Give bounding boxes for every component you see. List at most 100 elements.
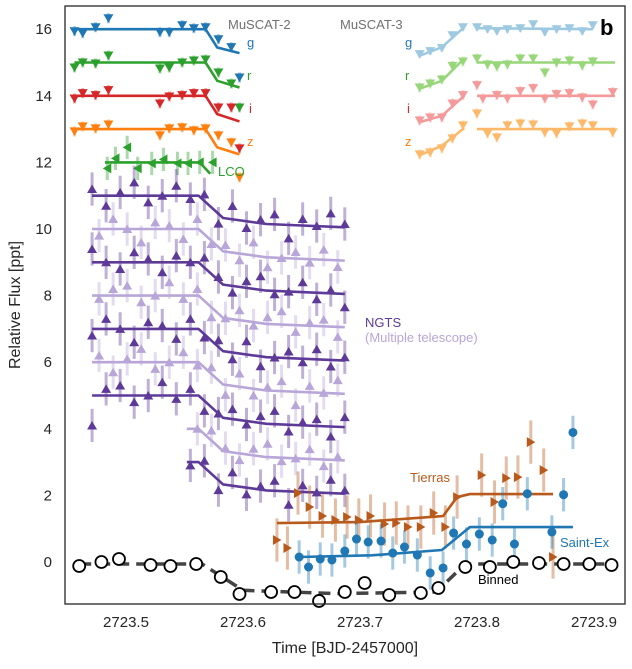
y-tick-label: 2 [44,487,52,504]
data-point [129,397,140,407]
data-point [293,488,303,499]
series-muscat2-g [69,13,245,83]
data-point [297,277,308,287]
data-point [115,381,126,390]
data-point [199,456,210,465]
data-point [556,557,571,571]
y-tick-label: 8 [44,288,52,305]
data-point [143,391,154,400]
data-point [276,306,287,316]
data-point [122,224,133,233]
series-muscat2-i [69,85,245,154]
data-point [101,314,112,323]
data-point [264,585,278,599]
data-point [200,124,211,133]
data-point [154,131,165,140]
data-point [438,563,448,573]
data-point [234,369,245,378]
data-point [154,64,165,73]
data-point [509,539,519,549]
data-point [178,234,189,243]
annotation-m3-r: r [405,68,410,83]
data-point [200,23,211,32]
data-point [220,313,231,323]
data-point [547,527,557,537]
data-point [103,120,114,129]
data-point [458,560,473,574]
data-point [382,588,397,602]
data-point [339,219,350,229]
data-point [192,361,203,370]
data-point [327,555,337,565]
data-point [69,27,80,36]
data-point [87,420,98,430]
data-point [157,191,168,200]
x-axis-label: Time [BJD-2457000] [272,640,418,657]
x-tick-label: 2723.9 [571,614,617,631]
annotation-lco: LCO [218,164,245,179]
data-point [515,87,526,96]
data-point [69,63,80,72]
data-point [262,382,273,392]
data-point [213,272,224,281]
model-curve [92,260,345,296]
data-point [337,585,352,599]
data-point [87,184,98,194]
data-point [366,511,376,522]
data-point [226,43,237,52]
x-tick-label: 2723.7 [337,614,383,631]
data-point [115,187,126,197]
model-curve [92,360,345,396]
data-point [157,267,168,277]
data-point [103,86,114,95]
data-point [526,437,536,448]
data-point [232,587,247,601]
data-point [498,499,508,509]
data-point [220,240,231,249]
data-point [414,83,425,92]
data-point [357,576,372,590]
data-point [213,408,224,418]
model-curve [74,61,240,89]
data-point [102,163,112,174]
data-point [199,189,210,199]
data-point [311,414,322,424]
annotation-m3-g: g [405,35,412,50]
data-point [188,24,199,33]
data-point [234,144,245,153]
x-tick-label: 2723.6 [220,614,266,631]
data-point [185,314,196,323]
data-point [287,585,302,599]
data-point [199,253,210,262]
data-point [490,497,500,508]
data-point [234,73,245,82]
data-point [150,364,161,373]
data-point [136,344,147,353]
data-point [178,294,189,303]
data-point [272,535,282,546]
data-point [551,58,562,67]
data-point [332,452,343,461]
data-point [115,324,126,333]
data-point [502,473,511,484]
x-tick-labels: 2723.5 2723.6 2723.7 2723.8 2723.9 [103,614,617,631]
data-point [206,239,217,248]
data-point [577,61,588,70]
data-point [213,131,224,140]
data-point [339,485,350,495]
data-point [101,384,112,393]
data-point [188,89,199,98]
series-ngts-7 [87,302,350,384]
data-point [577,27,588,36]
data-point [318,388,329,397]
data-point [297,214,308,224]
data-point [185,257,196,267]
series-muscat3-g [414,20,598,59]
data-point [447,31,458,40]
series-ngts-9 [87,232,350,324]
data-point [255,271,266,281]
data-point [255,411,266,421]
data-point [283,426,294,436]
data-point [220,443,231,453]
